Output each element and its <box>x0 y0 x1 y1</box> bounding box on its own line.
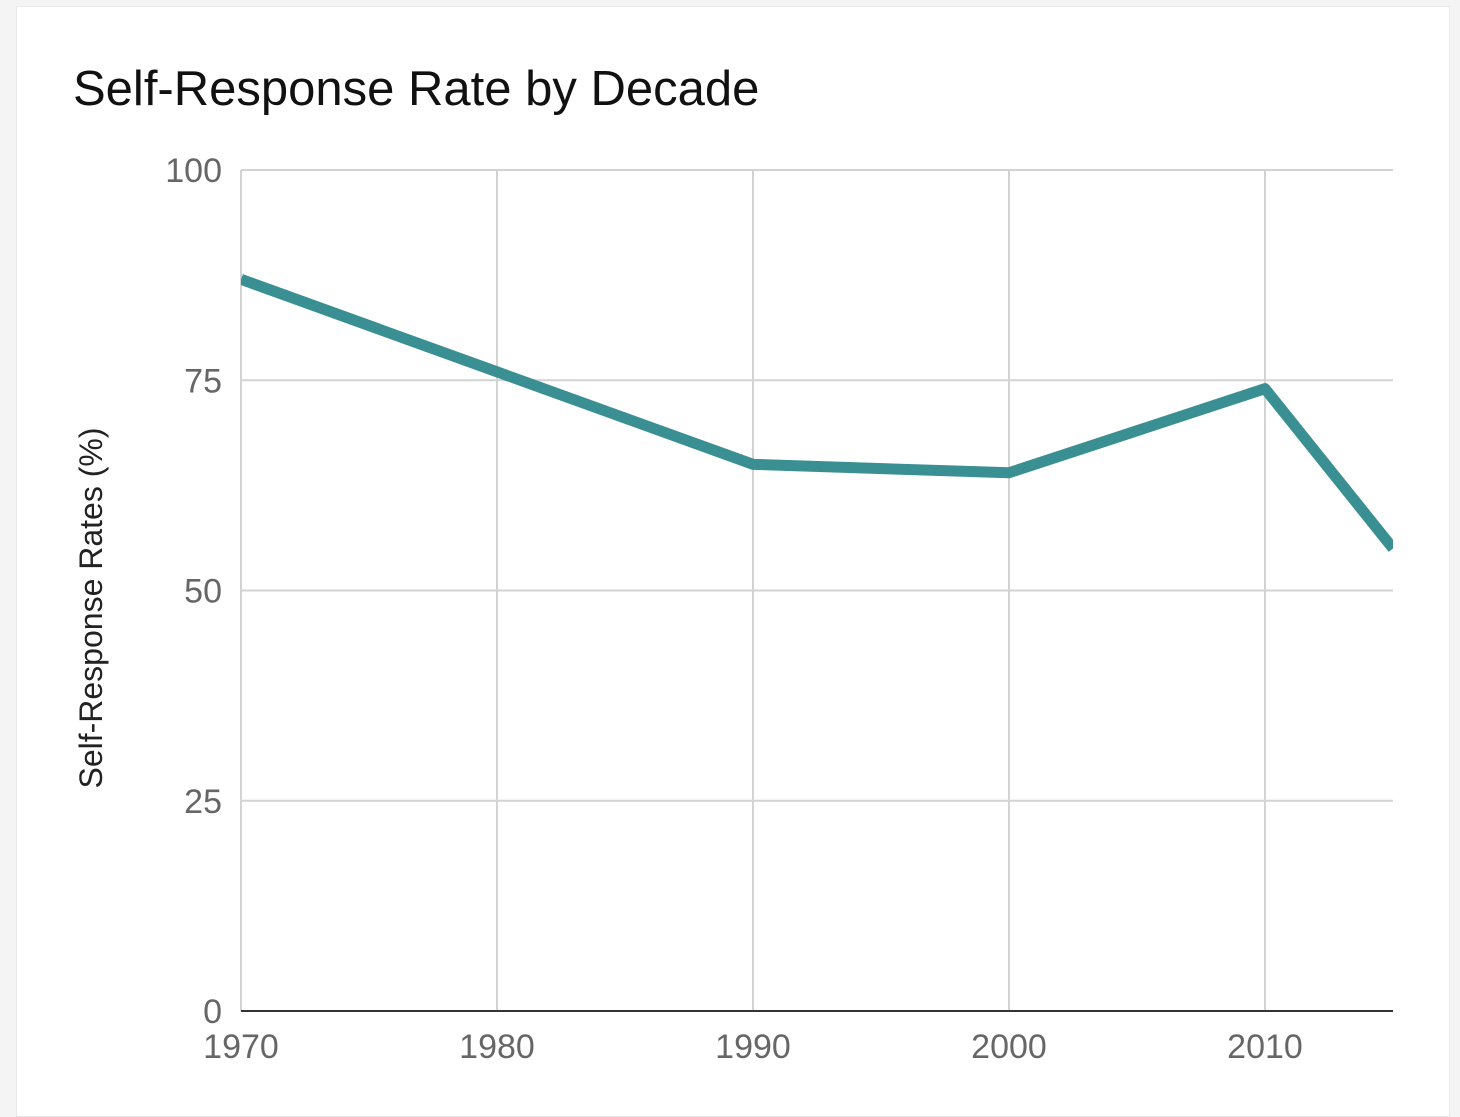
x-axis-ticks: 1970 1980 1990 2000 2010 <box>203 1028 1303 1066</box>
x-tick-label: 2010 <box>1227 1028 1303 1066</box>
series-point <box>1265 388 1266 389</box>
chart-grid <box>240 169 1393 1012</box>
y-axis-title: Self-Response Rates (%) <box>73 427 109 788</box>
series-point <box>497 371 498 372</box>
chart-card <box>16 6 1450 1117</box>
x-tick-label: 2000 <box>971 1028 1047 1066</box>
series-line <box>241 274 1393 552</box>
series-point <box>1393 548 1394 549</box>
x-tick-label: 1970 <box>203 1028 279 1066</box>
series-point <box>1009 472 1010 473</box>
y-tick-label: 50 <box>184 573 222 611</box>
y-tick-label: 0 <box>203 993 222 1031</box>
y-tick-label: 75 <box>184 362 222 400</box>
y-tick-label: 100 <box>165 152 222 190</box>
series-point <box>241 279 242 280</box>
chart-series <box>241 274 1394 552</box>
y-tick-label: 25 <box>184 783 222 821</box>
y-axis-ticks: 0 25 50 75 100 <box>165 152 222 1031</box>
series-point <box>753 464 754 465</box>
chart-title: Self-Response Rate by Decade <box>73 62 759 116</box>
x-tick-label: 1990 <box>715 1028 791 1066</box>
x-tick-label: 1980 <box>459 1028 535 1066</box>
